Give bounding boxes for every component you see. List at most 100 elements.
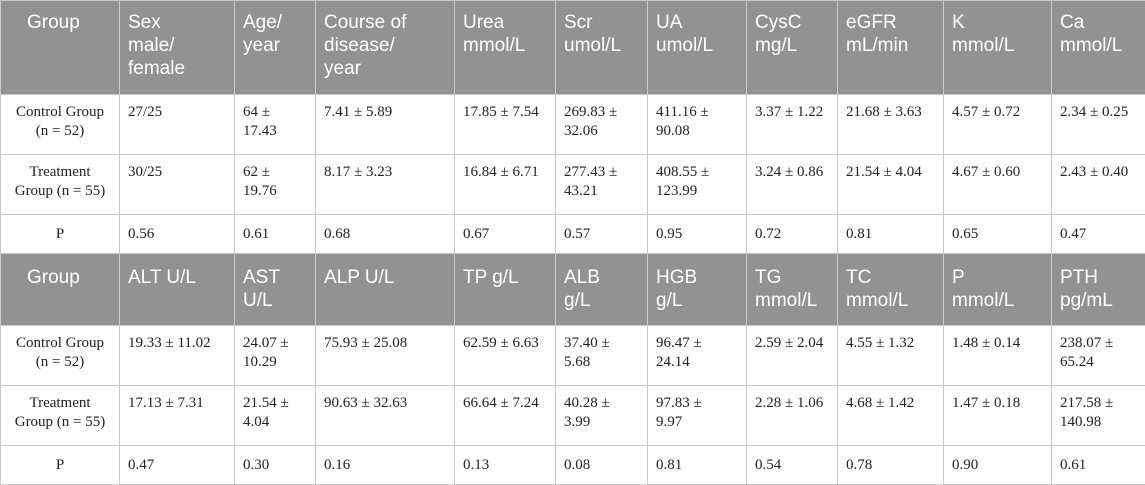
cell-text-line: 0.61 (1060, 456, 1139, 475)
data-cell: 4.68 ± 1.42 (838, 386, 944, 446)
cell-text-line: 0.56 (128, 225, 228, 244)
cell-text-line: mmol/L (952, 34, 1045, 57)
cell-text-line: ALB (564, 266, 641, 289)
cell-text-line: 3.99 (564, 413, 641, 432)
cell-text-line: 5.68 (564, 353, 641, 372)
column-header: TP g/L (455, 254, 556, 326)
cell-text-line: mmol/L (846, 289, 937, 312)
cell-text-line: 9.97 (656, 413, 740, 432)
cell-text-line: 21.68 ± 3.63 (846, 103, 937, 122)
cell-text-line: mmol/L (463, 34, 549, 57)
cell-text-line: 140.98 (1060, 413, 1139, 432)
cell-text-line: 21.54 ± (243, 394, 309, 413)
cell-text-line: Sex (128, 11, 228, 34)
cell-text-line: Urea (463, 11, 549, 34)
data-cell: 3.24 ± 0.86 (747, 155, 838, 215)
cell-text-line: 32.06 (564, 122, 641, 141)
cell-text-line: 17.13 ± 7.31 (128, 394, 228, 413)
data-cell: 27/25 (120, 95, 235, 155)
cell-text-line: 0.08 (564, 456, 641, 475)
data-cell: 19.33 ± 11.02 (120, 326, 235, 386)
cell-text-line: P (5, 225, 115, 244)
cell-text-line: 43.21 (564, 182, 641, 201)
cell-text-line: 21.54 ± 4.04 (846, 163, 937, 182)
cell-text-line: ALP U/L (324, 266, 448, 289)
data-cell: 24.07 ±10.29 (235, 326, 316, 386)
data-cell: 0.81 (838, 215, 944, 254)
cell-text-line: 0.16 (324, 456, 448, 475)
data-cell: 1.47 ± 0.18 (944, 386, 1052, 446)
cell-text-line: 16.84 ± 6.71 (463, 163, 549, 182)
data-cell: 40.28 ±3.99 (556, 386, 648, 446)
data-cell: 0.72 (747, 215, 838, 254)
cell-text-line: 30/25 (128, 163, 228, 182)
data-cell: 4.57 ± 0.72 (944, 95, 1052, 155)
cell-text-line: 0.54 (755, 456, 831, 475)
data-cell: 64 ±17.43 (235, 95, 316, 155)
cell-text-line: 123.99 (656, 182, 740, 201)
data-cell: 62.59 ± 6.63 (455, 326, 556, 386)
column-header: Age/year (235, 1, 316, 95)
data-cell: 2.28 ± 1.06 (747, 386, 838, 446)
cell-text-line: mL/min (846, 34, 937, 57)
cell-text-line: 0.47 (128, 456, 228, 475)
cell-text-line: 3.24 ± 0.86 (755, 163, 831, 182)
cell-text-line: 4.55 ± 1.32 (846, 334, 937, 353)
cell-text-line: year (324, 57, 448, 80)
cell-text-line: 37.40 ± (564, 334, 641, 353)
cell-text-line: TG (755, 266, 831, 289)
cell-text-line: 0.57 (564, 225, 641, 244)
cell-text-line: 40.28 ± (564, 394, 641, 413)
cell-text-line: TP g/L (463, 266, 549, 289)
cell-text-line: 19.33 ± 11.02 (128, 334, 228, 353)
cell-text-line: U/L (243, 289, 309, 312)
cell-text-line: 0.81 (846, 225, 937, 244)
cell-text-line: 24.14 (656, 353, 740, 372)
cell-text-line: 0.30 (243, 456, 309, 475)
cell-text-line: 0.95 (656, 225, 740, 244)
data-cell: 2.43 ± 0.40 (1052, 155, 1145, 215)
cell-text-line: 90.08 (656, 122, 740, 141)
cell-text-line: Control Group (5, 103, 115, 122)
data-cell: 0.13 (455, 446, 556, 485)
cell-text-line: mmol/L (952, 289, 1045, 312)
cell-text-line: 4.67 ± 0.60 (952, 163, 1045, 182)
cell-text-line: 17.85 ± 7.54 (463, 103, 549, 122)
cell-text-line: male/ (128, 34, 228, 57)
cell-text-line: 17.43 (243, 122, 309, 141)
cell-text-line: female (128, 57, 228, 80)
data-cell: 21.54 ± 4.04 (838, 155, 944, 215)
data-cell: 17.85 ± 7.54 (455, 95, 556, 155)
data-cell: 0.54 (747, 446, 838, 485)
data-cell: 0.68 (316, 215, 455, 254)
cell-text-line: 269.83 ± (564, 103, 641, 122)
data-cell: 277.43 ±43.21 (556, 155, 648, 215)
data-cell: 0.16 (316, 446, 455, 485)
cell-text-line: 62 ± (243, 163, 309, 182)
cell-text-line: 0.65 (952, 225, 1045, 244)
data-cell: 0.56 (120, 215, 235, 254)
cell-text-line: pg/mL (1060, 289, 1139, 312)
cell-text-line: 19.76 (243, 182, 309, 201)
cell-text-line: 10.29 (243, 353, 309, 372)
data-cell: 0.78 (838, 446, 944, 485)
cell-text-line: Group (27, 11, 113, 34)
cell-text-line: HGB (656, 266, 740, 289)
cell-text-line: Treatment (5, 163, 115, 182)
cell-text-line: 90.63 ± 32.63 (324, 394, 448, 413)
